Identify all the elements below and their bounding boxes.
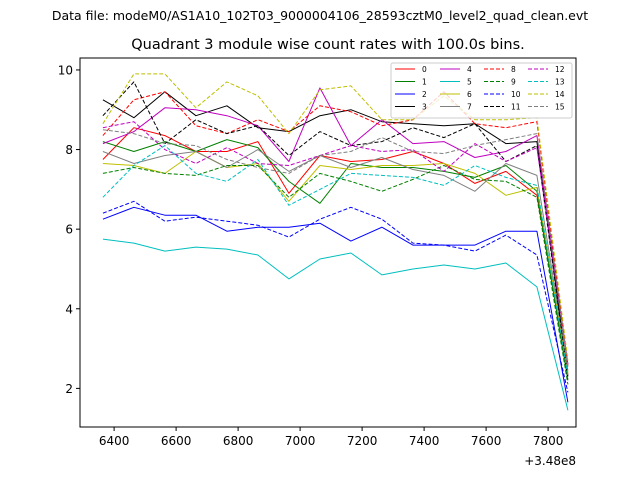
series-line-13 <box>102 145 569 377</box>
x-axis-ticks: 6400 6600 6800 7000 7200 7400 7600 7800 <box>99 427 564 448</box>
series-line-12 <box>102 121 569 365</box>
series-line-15 <box>102 129 569 367</box>
legend-label-4: 4 <box>467 65 472 74</box>
x-tick-label: 6400 <box>99 434 130 448</box>
series-line-2 <box>102 206 569 403</box>
x-tick-label: 7800 <box>533 434 564 448</box>
legend-label-10: 10 <box>511 90 521 99</box>
y-tick-label: 4 <box>65 302 73 316</box>
y-axis-ticks: 2 4 6 8 10 <box>58 63 80 396</box>
plot-frame <box>79 57 577 428</box>
chart-title: Quadrant 3 module wise count rates with … <box>131 37 525 53</box>
chart-suptitle: Data file: modeM0/AS1A10_102T03_90000041… <box>52 8 588 23</box>
legend-label-2: 2 <box>422 90 427 99</box>
legend-label-9: 9 <box>511 78 516 87</box>
legend-label-1: 1 <box>422 78 427 87</box>
x-tick-label: 7600 <box>471 434 502 448</box>
x-tick-label: 7200 <box>347 434 378 448</box>
series-line-5 <box>102 238 569 411</box>
series-line-9 <box>102 165 569 385</box>
series-lines <box>102 73 569 411</box>
y-tick-label: 6 <box>65 223 73 237</box>
legend-label-6: 6 <box>467 90 472 99</box>
y-tick-label: 10 <box>58 63 73 77</box>
y-tick-label: 8 <box>65 143 73 157</box>
x-offset-label: +3.48e8 <box>524 454 576 468</box>
x-tick-label: 6800 <box>223 434 254 448</box>
legend-label-14: 14 <box>555 90 565 99</box>
x-tick-label: 6600 <box>161 434 192 448</box>
series-line-6 <box>102 151 569 373</box>
legend-label-3: 3 <box>422 103 427 112</box>
series-line-3 <box>102 91 569 377</box>
x-tick-label: 7400 <box>409 434 440 448</box>
x-tick-label: 7000 <box>285 434 316 448</box>
legend-label-13: 13 <box>555 78 565 87</box>
series-line-11 <box>102 81 569 379</box>
legend-label-7: 7 <box>467 103 472 112</box>
legend-box <box>390 62 573 119</box>
legend-label-11: 11 <box>511 103 521 112</box>
y-tick-label: 2 <box>65 382 73 396</box>
series-line-7 <box>102 149 569 371</box>
legend-label-5: 5 <box>467 78 472 87</box>
series-line-10 <box>102 200 569 393</box>
series-line-8 <box>102 91 569 367</box>
legend-label-8: 8 <box>511 65 516 74</box>
legend-label-12: 12 <box>555 65 565 74</box>
legend-label-0: 0 <box>422 65 427 74</box>
legend-label-15: 15 <box>555 103 565 112</box>
